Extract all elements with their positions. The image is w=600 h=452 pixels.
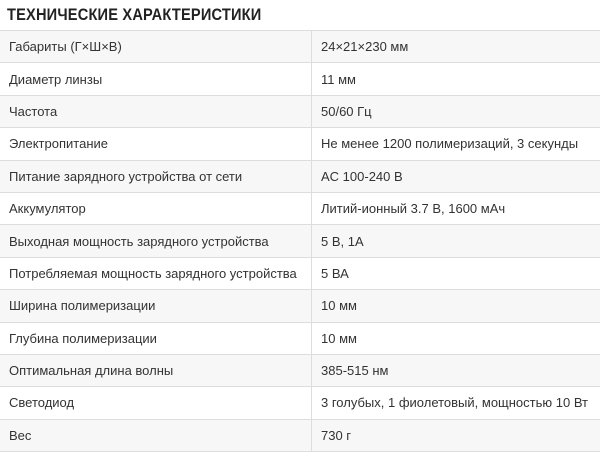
table-row: Глубина полимеризации 10 мм <box>0 321 600 355</box>
spec-name: Диаметр линзы <box>0 62 312 96</box>
spec-table: Габариты (Г×Ш×В) 24×21×230 мм Диаметр линз… <box>0 29 600 452</box>
table-row: Аккумулятор Литий-ионный 3.7 В, 1600 мАч <box>0 191 600 226</box>
spec-name: Частота <box>0 94 312 129</box>
spec-value: 11 мм <box>311 62 600 96</box>
spec-value: 3 голубых, 1 фиолетовый, мощностью 10 Вт <box>311 386 600 420</box>
spec-value: 10 мм <box>311 321 600 355</box>
table-row: Диаметр линзы 11 мм <box>0 62 600 96</box>
table-row: Выходная мощность зарядного устройства 5 … <box>0 224 600 258</box>
spec-name: Оптимальная длина волны <box>0 353 312 388</box>
spec-value: 385-515 нм <box>311 353 600 388</box>
table-row: Питание зарядного устройства от сети AC 1… <box>0 159 600 193</box>
spec-value: 10 мм <box>311 289 600 323</box>
spec-name: Светодиод <box>0 386 312 420</box>
table-row: Частота 50/60 Гц <box>0 94 600 129</box>
spec-value: 5 ВА <box>311 256 600 291</box>
spec-value: AC 100-240 В <box>311 159 600 193</box>
table-body: Габариты (Г×Ш×В) 24×21×230 мм Диаметр линз… <box>0 29 600 452</box>
section-title: ТЕХНИЧЕСКИЕ ХАРАКТЕРИСТИКИ <box>7 5 262 24</box>
spec-value: 5 В, 1А <box>311 224 600 258</box>
spec-value: Литий-ионный 3.7 В, 1600 мАч <box>311 191 600 226</box>
table-row: Вес 730 г <box>0 418 600 452</box>
spec-name: Выходная мощность зарядного устройства <box>0 224 312 258</box>
spec-value: Не менее 1200 полимеризаций, 3 секунды <box>311 127 600 161</box>
spec-name: Вес <box>0 418 312 452</box>
spec-name: Аккумулятор <box>0 191 312 226</box>
spec-name: Габариты (Г×Ш×В) <box>0 29 312 64</box>
spec-name: Питание зарядного устройства от сети <box>0 159 312 193</box>
spec-value: 730 г <box>311 418 600 452</box>
spec-name: Глубина полимеризации <box>0 321 312 355</box>
table-row: Ширина полимеризации 10 мм <box>0 289 600 323</box>
spec-value: 50/60 Гц <box>311 94 600 129</box>
spec-name: Потребляемая мощность зарядного устройст… <box>0 256 312 291</box>
spec-name: Ширина полимеризации <box>0 289 312 323</box>
table-row: Светодиод 3 голубых, 1 фиолетовый, мощнос… <box>0 386 600 420</box>
spec-value: 24×21×230 мм <box>311 29 600 64</box>
spec-name: Электропитание <box>0 127 312 161</box>
table-row: Потребляемая мощность зарядного устройст… <box>0 256 600 291</box>
table-row: Оптимальная длина волны 385-515 нм <box>0 353 600 388</box>
table-row: Электропитание Не менее 1200 полимеризаци… <box>0 127 600 161</box>
table-row: Габариты (Г×Ш×В) 24×21×230 мм <box>0 29 600 64</box>
